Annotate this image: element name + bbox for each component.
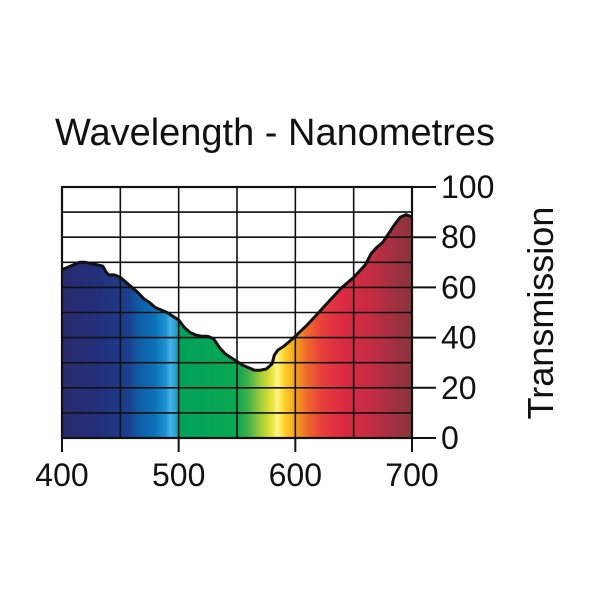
x-tick-label: 700 (385, 457, 438, 493)
transmission-area (62, 214, 412, 438)
x-tick-label: 400 (35, 457, 88, 493)
y-tick-label: 60 (441, 269, 477, 305)
plot-frame (60, 185, 414, 440)
y-tick-label: 80 (441, 219, 477, 255)
y-tick-label: 100 (441, 169, 494, 205)
x-tick-label: 500 (152, 457, 205, 493)
transmission-line (61, 213, 413, 372)
chart-title: Wavelength - Nanometres (55, 112, 495, 154)
y-tick-label: 40 (441, 320, 477, 356)
x-tick-label: 600 (269, 457, 322, 493)
y-axis-label: Transmission (520, 207, 561, 420)
y-tick-label: 20 (441, 370, 477, 406)
y-tick-label: 0 (441, 420, 459, 456)
